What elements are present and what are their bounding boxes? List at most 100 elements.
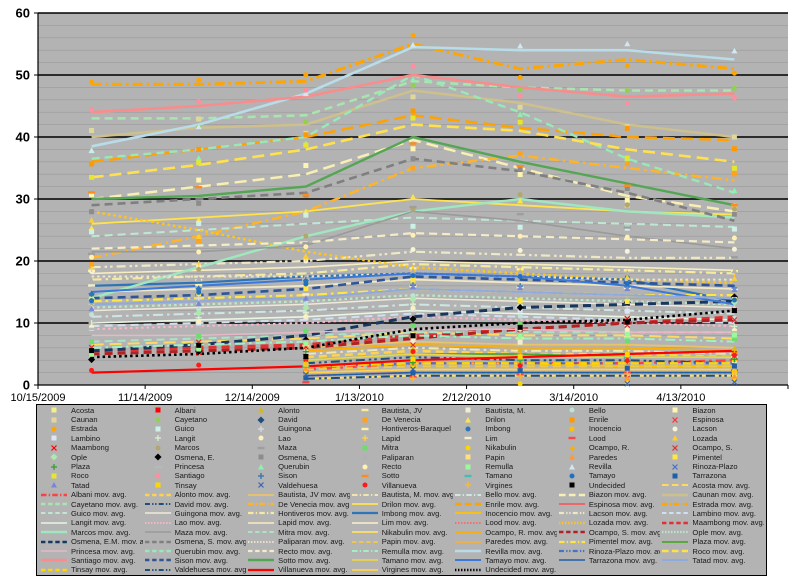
legend-label: Lim mov. avg.: [381, 518, 429, 528]
legend-label: Recto mov. avg.: [278, 546, 333, 556]
legend-item: Bautista, JV: [350, 405, 454, 415]
legend-item: Caunan mov. avg.: [660, 490, 764, 499]
legend-swatch-icon: [39, 566, 69, 574]
legend-label: Caunan mov. avg.: [692, 490, 754, 500]
legend-swatch-icon: [39, 463, 69, 471]
legend-label: Querubin mov. avg.: [174, 546, 241, 556]
legend-item: Valdehuesa: [246, 481, 350, 490]
legend-swatch-icon: [246, 425, 276, 433]
legend-swatch-icon: [660, 425, 690, 433]
legend-swatch-icon: [350, 491, 380, 499]
legend-item: Ocampo, R.: [557, 443, 661, 452]
legend-swatch-icon: [557, 416, 587, 424]
legend-label: Ocampo, R.: [588, 443, 630, 453]
legend-label: Tinsay mov. avg.: [71, 565, 128, 575]
legend-label: Maambong mov. avg.: [692, 518, 764, 528]
legend-item: Lim: [453, 434, 557, 443]
svg-text:30: 30: [16, 192, 30, 207]
legend-swatch-icon: [660, 472, 690, 480]
legend-label: Lapid: [381, 433, 401, 443]
legend-swatch-icon: [246, 566, 276, 574]
legend-label: Villanueva: [381, 480, 417, 490]
legend-swatch-icon: [660, 519, 690, 527]
legend-item: Biazon: [660, 405, 764, 415]
legend-label: Enrile: [588, 415, 609, 425]
svg-text:10: 10: [16, 316, 30, 331]
legend-item: Nikabulin mov. avg.: [350, 528, 454, 537]
legend-swatch-icon: [557, 406, 587, 414]
legend-swatch-icon: [660, 491, 690, 499]
legend-swatch-icon: [246, 481, 276, 489]
legend-item: Tatad mov. avg.: [660, 556, 764, 565]
legend-item: Valdehuesa mov. avg.: [143, 565, 247, 575]
legend-swatch-icon: [350, 434, 380, 442]
svg-text:2/12/2010: 2/12/2010: [442, 392, 491, 404]
legend-swatch-icon: [453, 444, 483, 452]
legend-label: Ople mov. avg.: [692, 527, 743, 537]
legend-item: Lacson: [660, 424, 764, 433]
legend-swatch-icon: [350, 528, 380, 536]
legend-swatch-icon: [557, 509, 587, 517]
legend-label: Undecided mov. avg.: [485, 565, 557, 575]
legend-item: Santiago mov. avg.: [39, 556, 143, 565]
legend-label: Mitra mov. avg.: [278, 527, 330, 537]
legend-label: Bello mov. avg.: [485, 490, 537, 500]
legend-label: Paliparan: [381, 452, 414, 462]
y-axis-tick-labels: 0 10 20 30 40 50 60: [16, 6, 30, 393]
legend-item: Paliparan mov. avg.: [246, 537, 350, 546]
legend-item: Tinsay mov. avg.: [39, 565, 143, 574]
svg-text:0: 0: [23, 378, 30, 393]
legend-label: Roco mov. avg.: [692, 546, 745, 556]
x-axis-tick-labels: 10/15/2009 11/14/2009 12/14/2009 1/13/2010 2…: [10, 392, 705, 404]
legend-label: Biazon: [692, 405, 716, 415]
legend-swatch-icon: [143, 406, 173, 414]
legend-item: Tinsay: [143, 481, 247, 490]
legend-swatch-icon: [350, 519, 380, 527]
legend-item: Roco mov. avg.: [660, 546, 764, 556]
legend-item: Langit mov. avg.: [39, 518, 143, 527]
legend-item: Osmena, E.M. mov. avg.: [39, 537, 143, 546]
legend-label: Villanueva mov. avg.: [278, 565, 348, 575]
legend-label: Sotto: [381, 471, 400, 481]
legend-label: Tatad: [71, 480, 90, 490]
legend-label: Imbong: [485, 424, 511, 434]
legend-label: Guingona mov. avg.: [174, 508, 242, 518]
svg-text:60: 60: [16, 6, 30, 21]
legend-label: Hontiveros mov. avg.: [278, 508, 349, 518]
legend-item: Inocencio mov. avg.: [453, 509, 557, 518]
legend-swatch-icon: [557, 434, 587, 442]
legend-label: Guico mov. avg.: [71, 508, 126, 518]
svg-text:4/13/2010: 4/13/2010: [656, 392, 705, 404]
legend-swatch-icon: [557, 500, 587, 508]
legend-label: Valdehuesa: [278, 480, 318, 490]
legend-swatch-icon: [39, 481, 69, 489]
legend-swatch-icon: [143, 528, 173, 536]
legend-swatch-icon: [557, 519, 587, 527]
legend-label: Lambino mov. avg.: [692, 508, 757, 518]
legend-item: Lood mov. avg.: [453, 518, 557, 527]
legend-item: Villanueva: [350, 481, 454, 490]
legend-item: Imbong mov. avg.: [350, 509, 454, 518]
legend-item: Recto mov. avg.: [246, 546, 350, 556]
legend-item: Alonto mov. avg.: [143, 490, 247, 499]
legend-label: Remulla: [485, 462, 514, 472]
legend-label: Plaza mov. avg.: [692, 537, 746, 547]
legend-label: Valdehuesa mov. avg.: [174, 565, 247, 575]
chart-plot: 0 10 20 30 40 50 60 10/15/2009 11/14/2009 12/14/2…: [10, 6, 789, 404]
legend-item: Lapid: [350, 434, 454, 443]
legend-label: De Venecia mov. avg.: [278, 499, 350, 509]
legend-swatch-icon: [660, 547, 690, 555]
legend-item: Tamayo: [557, 471, 661, 480]
legend-swatch-icon: [660, 453, 690, 461]
legend-label: Enrile mov. avg.: [485, 499, 540, 509]
legend-swatch-icon: [39, 416, 69, 424]
svg-text:1/13/2010: 1/13/2010: [335, 392, 384, 404]
legend-label: Cayetano mov. avg.: [71, 499, 138, 509]
legend-swatch-icon: [143, 425, 173, 433]
legend-swatch-icon: [350, 556, 380, 564]
legend-item: Marcos: [143, 443, 247, 452]
legend-label: Lozada: [692, 433, 718, 443]
legend-swatch-icon: [453, 547, 483, 555]
legend-item: Virgines: [453, 481, 557, 490]
legend-swatch-icon: [557, 528, 587, 536]
